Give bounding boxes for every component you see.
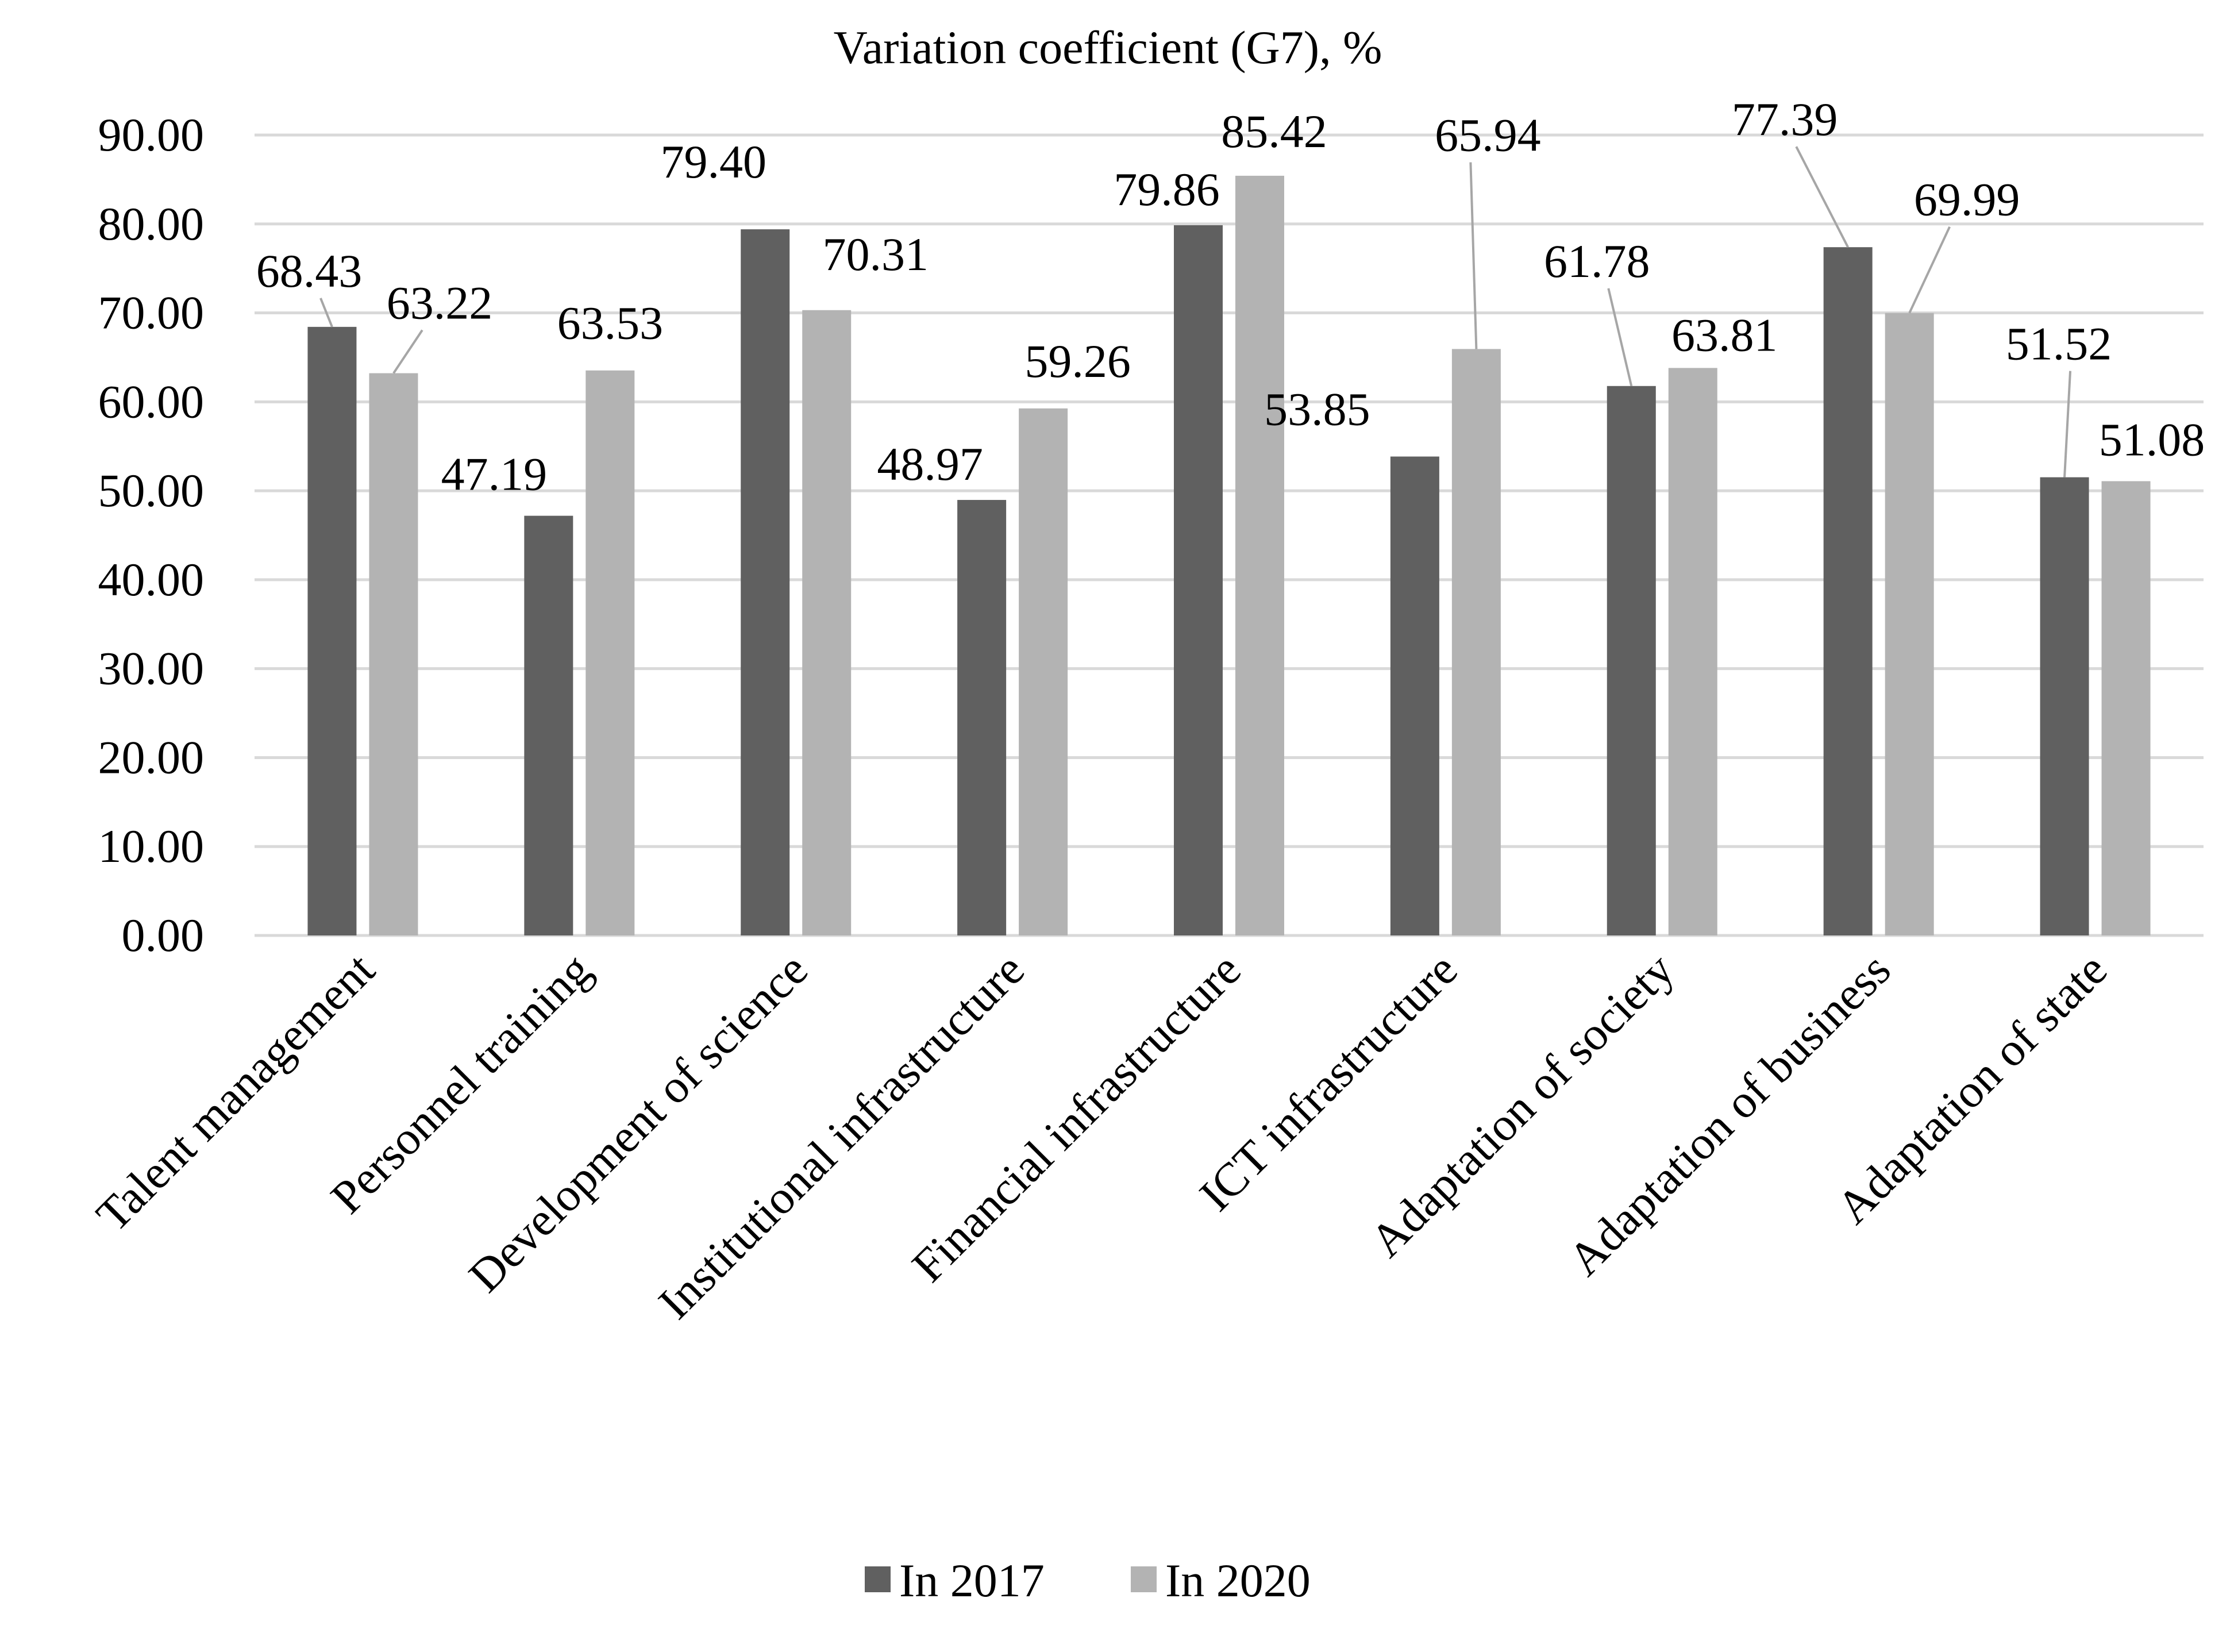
legend: In 2017 In 2020: [865, 1554, 1311, 1607]
bar-2020: [1451, 349, 1501, 935]
y-tick-label: 0.00: [122, 909, 205, 961]
y-tick-label: 30.00: [98, 642, 205, 695]
legend-label: In 2017: [899, 1554, 1045, 1607]
data-label: 65.94: [1435, 109, 1541, 161]
data-label: 59.26: [1024, 335, 1131, 387]
bar-2020: [1019, 408, 1068, 935]
gridlines: [255, 133, 2204, 937]
bar-2017: [307, 326, 357, 935]
legend-swatch: [1131, 1566, 1157, 1592]
leader-line: [2063, 371, 2072, 477]
leader-line: [1469, 162, 1478, 349]
y-tick-label: 70.00: [98, 287, 205, 339]
y-tick-label: 20.00: [98, 731, 205, 783]
bar-2020: [1235, 175, 1284, 936]
bar-2020: [1885, 313, 1934, 935]
leader-line: [1795, 146, 1849, 248]
bar-2020: [585, 370, 635, 935]
data-label: 69.99: [1914, 174, 2020, 226]
data-label: 70.31: [822, 228, 929, 280]
data-label: 61.78: [1544, 235, 1650, 287]
data-label: 47.19: [441, 448, 548, 500]
bar-2017: [1823, 247, 1873, 935]
data-label: 63.81: [1671, 309, 1778, 361]
data-label: 48.97: [877, 438, 983, 490]
data-label: 85.42: [1221, 105, 1327, 157]
bars: [307, 175, 2151, 936]
leader-line: [1607, 288, 1633, 387]
bar-2020: [802, 310, 852, 935]
bar-2017: [1390, 456, 1439, 935]
bar-2017: [2040, 477, 2089, 935]
y-tick-label: 60.00: [98, 375, 205, 428]
bar-2017: [1607, 386, 1656, 935]
bar-2020: [1668, 368, 1717, 935]
data-label: 51.52: [2006, 318, 2112, 370]
y-axis-tick-labels: 0.00 10.00 20.00 30.00 40.00 50.00 60.00 70.00 8…: [98, 109, 205, 961]
data-label: 63.53: [557, 297, 664, 349]
data-label: 77.39: [1732, 93, 1838, 145]
x-category-label: Institutional infrastructure: [648, 943, 1034, 1328]
data-label: 51.08: [2099, 413, 2205, 465]
legend-swatch: [865, 1566, 891, 1592]
legend-label: In 2020: [1165, 1554, 1311, 1607]
bar-2017: [1174, 225, 1223, 935]
y-tick-label: 90.00: [98, 109, 205, 161]
bar-2020: [2101, 481, 2151, 935]
data-label: 79.40: [660, 136, 766, 188]
bar-2017: [524, 515, 573, 935]
data-label: 53.85: [1264, 383, 1370, 436]
data-labels: 68.43 63.22 47.19 63.53 79.40 70.31 48.97 59.26…: [256, 93, 2205, 500]
y-tick-label: 10.00: [98, 820, 205, 872]
bar-2017: [741, 229, 790, 935]
label-leader-lines: [319, 146, 2072, 477]
data-label: 63.22: [387, 276, 493, 329]
data-label: 68.43: [256, 245, 363, 297]
data-label: 79.86: [1114, 163, 1220, 215]
bar-2017: [957, 500, 1007, 935]
leader-line: [1908, 226, 1951, 314]
y-tick-label: 80.00: [98, 198, 205, 250]
y-tick-label: 40.00: [98, 553, 205, 606]
y-tick-label: 50.00: [98, 464, 205, 517]
chart-title: Variation coefficient (G7), %: [834, 21, 1382, 74]
bar-2020: [369, 373, 418, 935]
leader-line: [319, 298, 333, 328]
leader-line: [392, 329, 423, 374]
